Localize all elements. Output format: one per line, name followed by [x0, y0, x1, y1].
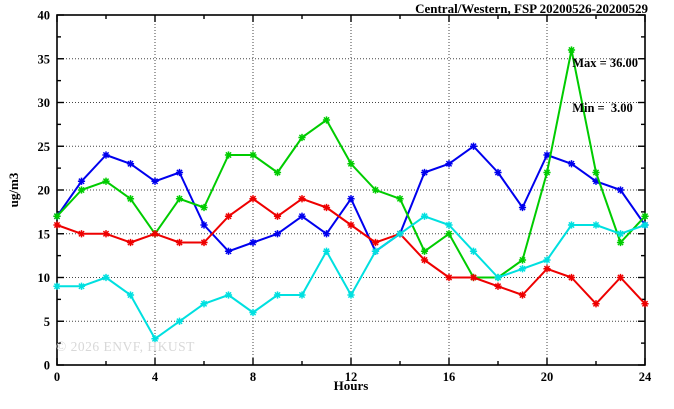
svg-text:24: 24 [639, 370, 652, 384]
y-axis-label: ug/m3 [6, 172, 21, 208]
legend-min-label: Min = 3.00 [572, 101, 633, 115]
svg-text:8: 8 [250, 370, 256, 384]
svg-text:12: 12 [345, 370, 358, 384]
svg-text:0: 0 [54, 370, 60, 384]
svg-text:10: 10 [38, 271, 51, 285]
svg-text:40: 40 [38, 9, 51, 23]
svg-text:20: 20 [38, 184, 51, 198]
legend: Max = 36.00 Min = 3.00 [572, 26, 638, 146]
svg-text:4: 4 [152, 370, 159, 384]
x-axis-label: Hours [333, 378, 369, 393]
legend-max-label: Max = 36.00 [572, 56, 638, 70]
svg-text:5: 5 [44, 315, 50, 329]
svg-text:15: 15 [38, 227, 51, 241]
watermark: © 2026 ENVF, HKUST [56, 339, 195, 354]
chart-title: Central/Western, FSP 20200526-20200529 [415, 1, 648, 16]
svg-text:30: 30 [38, 96, 51, 110]
svg-text:35: 35 [38, 52, 51, 66]
svg-text:16: 16 [443, 370, 456, 384]
svg-text:0: 0 [44, 359, 50, 373]
svg-text:20: 20 [541, 370, 554, 384]
svg-text:25: 25 [38, 140, 51, 154]
